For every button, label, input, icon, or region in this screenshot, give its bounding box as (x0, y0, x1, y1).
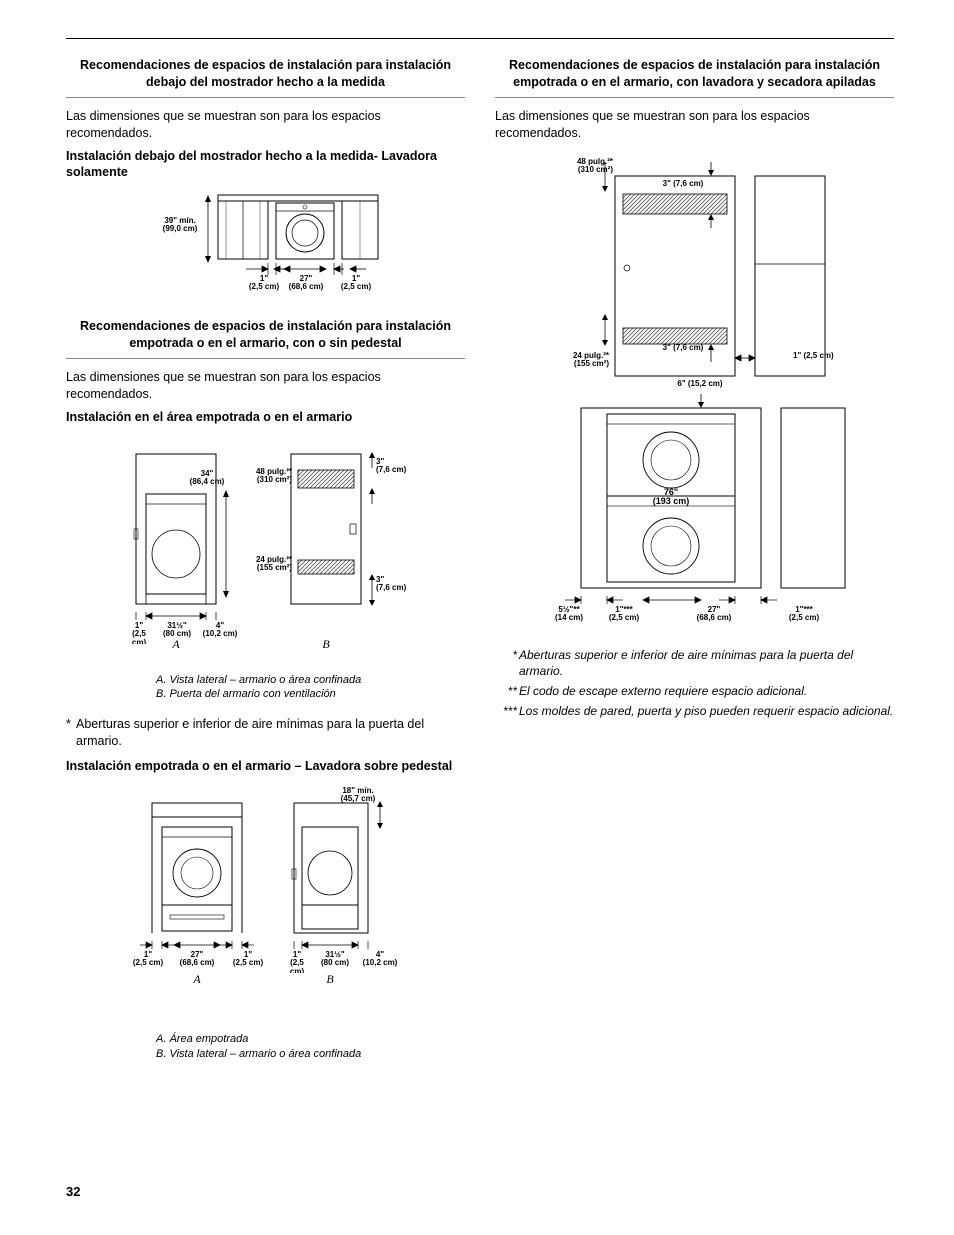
dim-a-bot-r: 4" (10,2 cm) (200, 622, 240, 639)
right-sec1-p1: Las dimensiones que se muestran son para… (495, 108, 894, 142)
fn3-text: Los moldes de pared, puerta y piso puede… (519, 703, 894, 719)
fn1-text: Aberturas superior e inferior de aire mí… (519, 647, 894, 679)
dim-a-bot-l: 1" (2,5 cm) (124, 622, 154, 644)
left-sec1-p1: Las dimensiones que se muestran son para… (66, 108, 465, 142)
right-fn2: ** El codo de escape externo requiere es… (495, 683, 894, 699)
dim-ped-a-mid: 27" (68,6 cm) (176, 951, 218, 968)
left-sec2-p1: Las dimensiones que se muestran son para… (66, 369, 465, 403)
right-column: Recomendaciones de espacios de instalaci… (495, 57, 894, 1076)
dim-ped-b-r: 4" (10,2 cm) (358, 951, 402, 968)
dim-ped-b-mid: 31½" (80 cm) (312, 951, 358, 968)
dim-stk-vtg: 3" (7,6 cm) (653, 180, 713, 188)
dim-stk-l: 1"*** (2,5 cm) (603, 606, 645, 623)
fn3-mark: *** (495, 703, 519, 719)
dim-vent-gap-bot: 3" (7,6 cm) (376, 576, 420, 593)
dim-gap-r: 1" (2,5 cm) (336, 275, 376, 292)
dim-a-height: 34" (86,4 cm) (184, 470, 230, 487)
fn2-mark: ** (495, 683, 519, 699)
left-sec1-bold1: Instalación debajo del mostrador hecho a… (66, 148, 465, 182)
left-footnote1: * Aberturas superior e inferior de aire … (66, 716, 465, 750)
right-sec1-heading: Recomendaciones de espacios de instalaci… (495, 57, 894, 98)
right-fn1: * Aberturas superior e inferior de aire … (495, 647, 894, 679)
dim-vent-bot-area: 24 pulg.²* (155 cm²) (236, 556, 292, 573)
figure-closet-recessed: 34" (86,4 cm) 48 pulg.²* (310 cm²) 24 pu… (66, 434, 465, 659)
caption-fig2-b: B. Vista lateral – armario o área confin… (156, 1047, 465, 1062)
dim-ped-b-l: 1" (2,5 cm) (282, 951, 312, 973)
dim-height: 39" mín. (99,0 cm) (156, 217, 204, 234)
caption-fig2: A. Área empotrada B. Vista lateral – arm… (66, 1032, 465, 1062)
left-column: Recomendaciones de espacios de instalaci… (66, 57, 465, 1076)
fig2-letter-a: A (192, 972, 201, 986)
dim-stk-r: 1"*** (2,5 cm) (783, 606, 825, 623)
dim-vent-top-area: 48 pulg.²* (310 cm²) (236, 468, 292, 485)
dim-stk-vbg: 3" (7,6 cm) (653, 344, 713, 352)
caption-fig2-a: A. Área empotrada (156, 1032, 465, 1047)
dim-gap-l: 1" (2,5 cm) (244, 275, 284, 292)
fn1-mark: * (495, 647, 519, 679)
caption-fig1-a: A. Vista lateral – armario o área confin… (156, 673, 465, 688)
content-columns: Recomendaciones de espacios de instalaci… (66, 57, 894, 1076)
fn-text: Aberturas superior e inferior de aire mí… (76, 716, 465, 750)
fn-mark: * (66, 716, 76, 750)
dim-back-gap: 6" (15,2 cm) (665, 380, 735, 388)
fig-letter-b: B (322, 637, 330, 651)
dim-side-gap: 1" (2,5 cm) (793, 352, 853, 360)
dim-stack-h: 76" (193 cm) (639, 488, 703, 507)
page-number: 32 (66, 1184, 80, 1199)
dim-stk-vta: 48 pulg.²* (310 cm²) (553, 158, 613, 175)
dim-ped-top: 18" mín. (45,7 cm) (332, 787, 384, 804)
dim-width: 27" (68,6 cm) (286, 275, 326, 292)
figure-stacked: 1" (2,5 cm) 48 pulg.²* (310 cm²) 3" (7,6… (495, 148, 894, 633)
figure-undercounter: 39" mín. (99,0 cm) (66, 189, 465, 304)
caption-fig1-b: B. Puerta del armario con ventilación (156, 687, 465, 702)
dim-vent-gap-top: 3" (7,6 cm) (376, 458, 420, 475)
left-sec2-heading: Recomendaciones de espacios de instalaci… (66, 318, 465, 359)
left-sec2-bold1: Instalación en el área empotrada o en el… (66, 409, 465, 426)
fig-letter-a: A (171, 637, 180, 651)
fig2-letter-b: B (326, 972, 334, 986)
dim-stk-vba: 24 pulg.²* (155 cm²) (547, 352, 609, 369)
top-rule (66, 38, 894, 39)
dim-ped-a-l: 1" (2,5 cm) (130, 951, 166, 968)
dim-stk-farl: 5½"** (14 cm) (547, 606, 591, 623)
dim-ped-a-r: 1" (2,5 cm) (230, 951, 266, 968)
fn2-text: El codo de escape externo requiere espac… (519, 683, 894, 699)
caption-fig1: A. Vista lateral – armario o área confin… (66, 673, 465, 703)
right-fn3: *** Los moldes de pared, puerta y piso p… (495, 703, 894, 719)
dim-stk-mid: 27" (68,6 cm) (691, 606, 737, 623)
left-sec2-bold2: Instalación empotrada o en el armario – … (66, 758, 465, 775)
figure-pedestal: 1" (2,5 cm) 27" (68,6 cm) 1" (2,5 cm) A … (66, 783, 465, 1018)
left-sec1-heading: Recomendaciones de espacios de instalaci… (66, 57, 465, 98)
